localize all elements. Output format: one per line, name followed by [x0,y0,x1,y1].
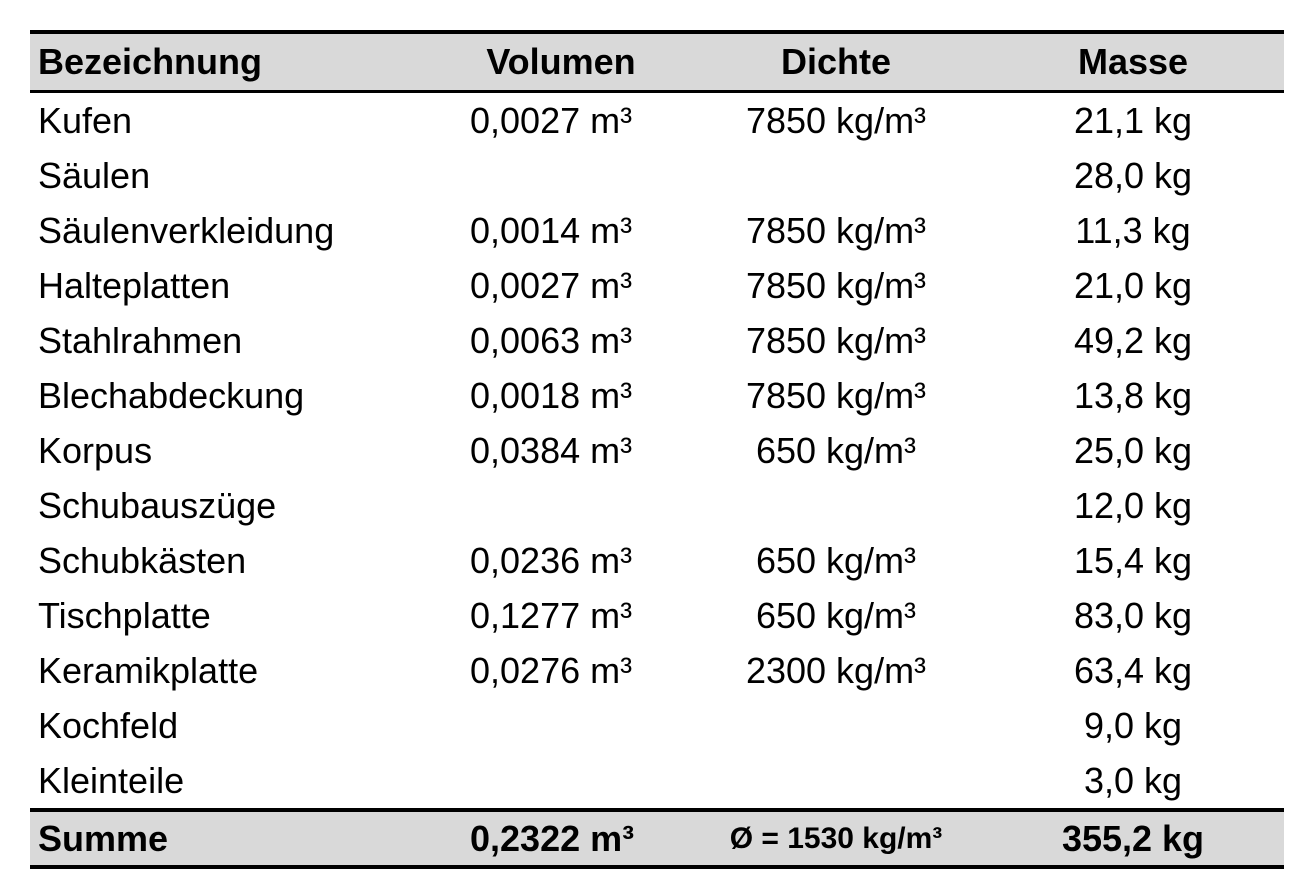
cell-masse: 83,0 kg [1073,594,1193,636]
cell-dichte [690,698,982,753]
summary-density: Ø = 1530 kg/m³ [690,808,982,869]
header-row: Bezeichnung Volumen Dichte Masse [30,30,1284,93]
table-row: Stahlrahmen 0,0063 m³ 7850 kg/m³ 49,2 kg [30,313,1284,368]
cell-bezeichnung: Korpus [38,429,153,471]
cell-dichte: 2300 kg/m³ [745,649,927,691]
cell-masse: 3,0 kg [1083,759,1183,801]
summary-mass: 355,2 kg [982,808,1284,869]
cell-dichte: 7850 kg/m³ [745,264,927,306]
cell-volumen: 0,0063 m³ [470,319,633,361]
cell-masse: 28,0 kg [1073,154,1193,196]
table-row: Kleinteile 3,0 kg [30,753,1284,810]
cell-volumen [432,698,690,753]
cell-dichte: 7850 kg/m³ [745,99,927,141]
table-row: Korpus 0,0384 m³ 650 kg/m³ 25,0 kg [30,423,1284,478]
cell-bezeichnung: Stahlrahmen [38,319,243,361]
cell-dichte [690,148,982,203]
cell-bezeichnung: Halteplatten [38,264,231,306]
cell-dichte: 7850 kg/m³ [745,209,927,251]
cell-dichte: 650 kg/m³ [755,429,917,471]
table-row: Tischplatte 0,1277 m³ 650 kg/m³ 83,0 kg [30,588,1284,643]
cell-dichte [690,753,982,810]
cell-volumen: 0,0018 m³ [470,374,633,416]
cell-masse: 12,0 kg [1073,484,1193,526]
cell-volumen [432,478,690,533]
header-volumen: Volumen [432,30,690,93]
cell-bezeichnung: Keramikplatte [38,649,259,691]
cell-volumen: 0,0276 m³ [470,649,633,691]
cell-volumen: 0,0014 m³ [470,209,633,251]
cell-bezeichnung: Schubauszüge [38,484,277,526]
cell-volumen: 0,0027 m³ [470,99,633,141]
cell-dichte: 7850 kg/m³ [745,374,927,416]
cell-bezeichnung: Kochfeld [38,704,179,746]
table-row: Keramikplatte 0,0276 m³ 2300 kg/m³ 63,4 kg [30,643,1284,698]
cell-bezeichnung: Säulen [38,154,151,196]
cell-volumen: 0,1277 m³ [470,594,633,636]
summary-row: Summe 0,2322 m³ Ø = 1530 kg/m³ 355,2 kg [30,808,1284,869]
cell-bezeichnung: Säulenverkleidung [38,209,335,251]
cell-bezeichnung: Kleinteile [38,759,185,801]
table-row: Schubauszüge 12,0 kg [30,478,1284,533]
mass-table-container: Bezeichnung Volumen Dichte Masse Kufen 0,… [30,30,1284,869]
cell-volumen: 0,0384 m³ [470,429,633,471]
cell-bezeichnung: Blechabdeckung [38,374,305,416]
cell-masse: 15,4 kg [1073,539,1193,581]
cell-masse: 13,8 kg [1073,374,1193,416]
cell-masse: 11,3 kg [1075,209,1191,251]
table-body: Kufen 0,0027 m³ 7850 kg/m³ 21,1 kg Säulen 28,… [30,92,1284,811]
cell-dichte [690,478,982,533]
cell-masse: 21,0 kg [1073,264,1193,306]
table-header: Bezeichnung Volumen Dichte Masse [30,30,1284,93]
table-row: Säulenverkleidung 0,0014 m³ 7850 kg/m³ 11,3… [30,203,1284,258]
cell-masse: 21,1 kg [1073,99,1193,141]
cell-volumen: 0,0027 m³ [470,264,633,306]
table-row: Kufen 0,0027 m³ 7850 kg/m³ 21,1 kg [30,92,1284,149]
cell-masse: 25,0 kg [1073,429,1193,471]
table-row: Halteplatten 0,0027 m³ 7850 kg/m³ 21,0 kg [30,258,1284,313]
cell-volumen [432,753,690,810]
table-row: Blechabdeckung 0,0018 m³ 7850 kg/m³ 13,8 kg [30,368,1284,423]
summary-label: Summe [30,808,432,869]
table-summary: Summe 0,2322 m³ Ø = 1530 kg/m³ 355,2 kg [30,808,1284,869]
table-row: Schubkästen 0,0236 m³ 650 kg/m³ 15,4 kg [30,533,1284,588]
cell-bezeichnung: Tischplatte [38,594,211,636]
table-row: Säulen 28,0 kg [30,148,1284,203]
cell-masse: 49,2 kg [1073,319,1193,361]
cell-dichte: 7850 kg/m³ [745,319,927,361]
summary-volume: 0,2322 m³ [432,808,690,869]
mass-table: Bezeichnung Volumen Dichte Masse Kufen 0,… [30,30,1284,869]
cell-dichte: 650 kg/m³ [755,594,917,636]
cell-bezeichnung: Kufen [38,99,133,141]
table-row: Kochfeld 9,0 kg [30,698,1284,753]
header-bezeichnung: Bezeichnung [30,30,432,93]
cell-dichte: 650 kg/m³ [755,539,917,581]
cell-bezeichnung: Schubkästen [38,539,247,581]
cell-volumen: 0,0236 m³ [470,539,633,581]
cell-masse: 63,4 kg [1073,649,1193,691]
header-dichte: Dichte [690,30,982,93]
header-masse: Masse [982,30,1284,93]
cell-volumen [432,148,690,203]
cell-masse: 9,0 kg [1083,704,1183,746]
